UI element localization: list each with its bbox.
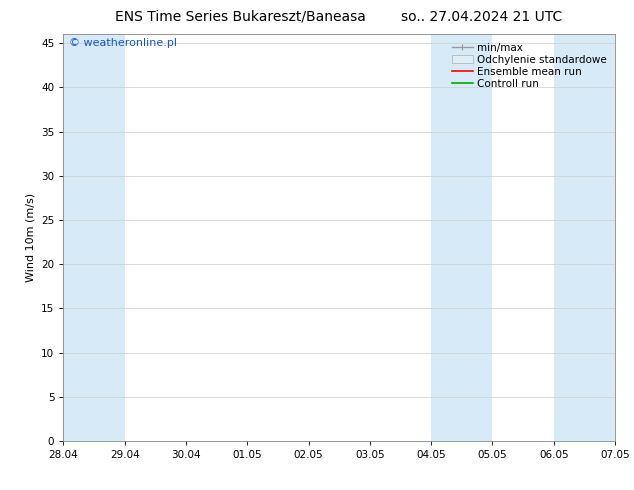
Text: so.. 27.04.2024 21 UTC: so.. 27.04.2024 21 UTC xyxy=(401,10,562,24)
Text: ENS Time Series Bukareszt/Baneasa: ENS Time Series Bukareszt/Baneasa xyxy=(115,10,366,24)
Text: © weatheronline.pl: © weatheronline.pl xyxy=(69,38,177,49)
Bar xyxy=(431,34,493,441)
Bar xyxy=(63,34,125,441)
Y-axis label: Wind 10m (m/s): Wind 10m (m/s) xyxy=(25,193,36,282)
Legend: min/max, Odchylenie standardowe, Ensemble mean run, Controll run: min/max, Odchylenie standardowe, Ensembl… xyxy=(449,40,610,92)
Bar xyxy=(553,34,615,441)
